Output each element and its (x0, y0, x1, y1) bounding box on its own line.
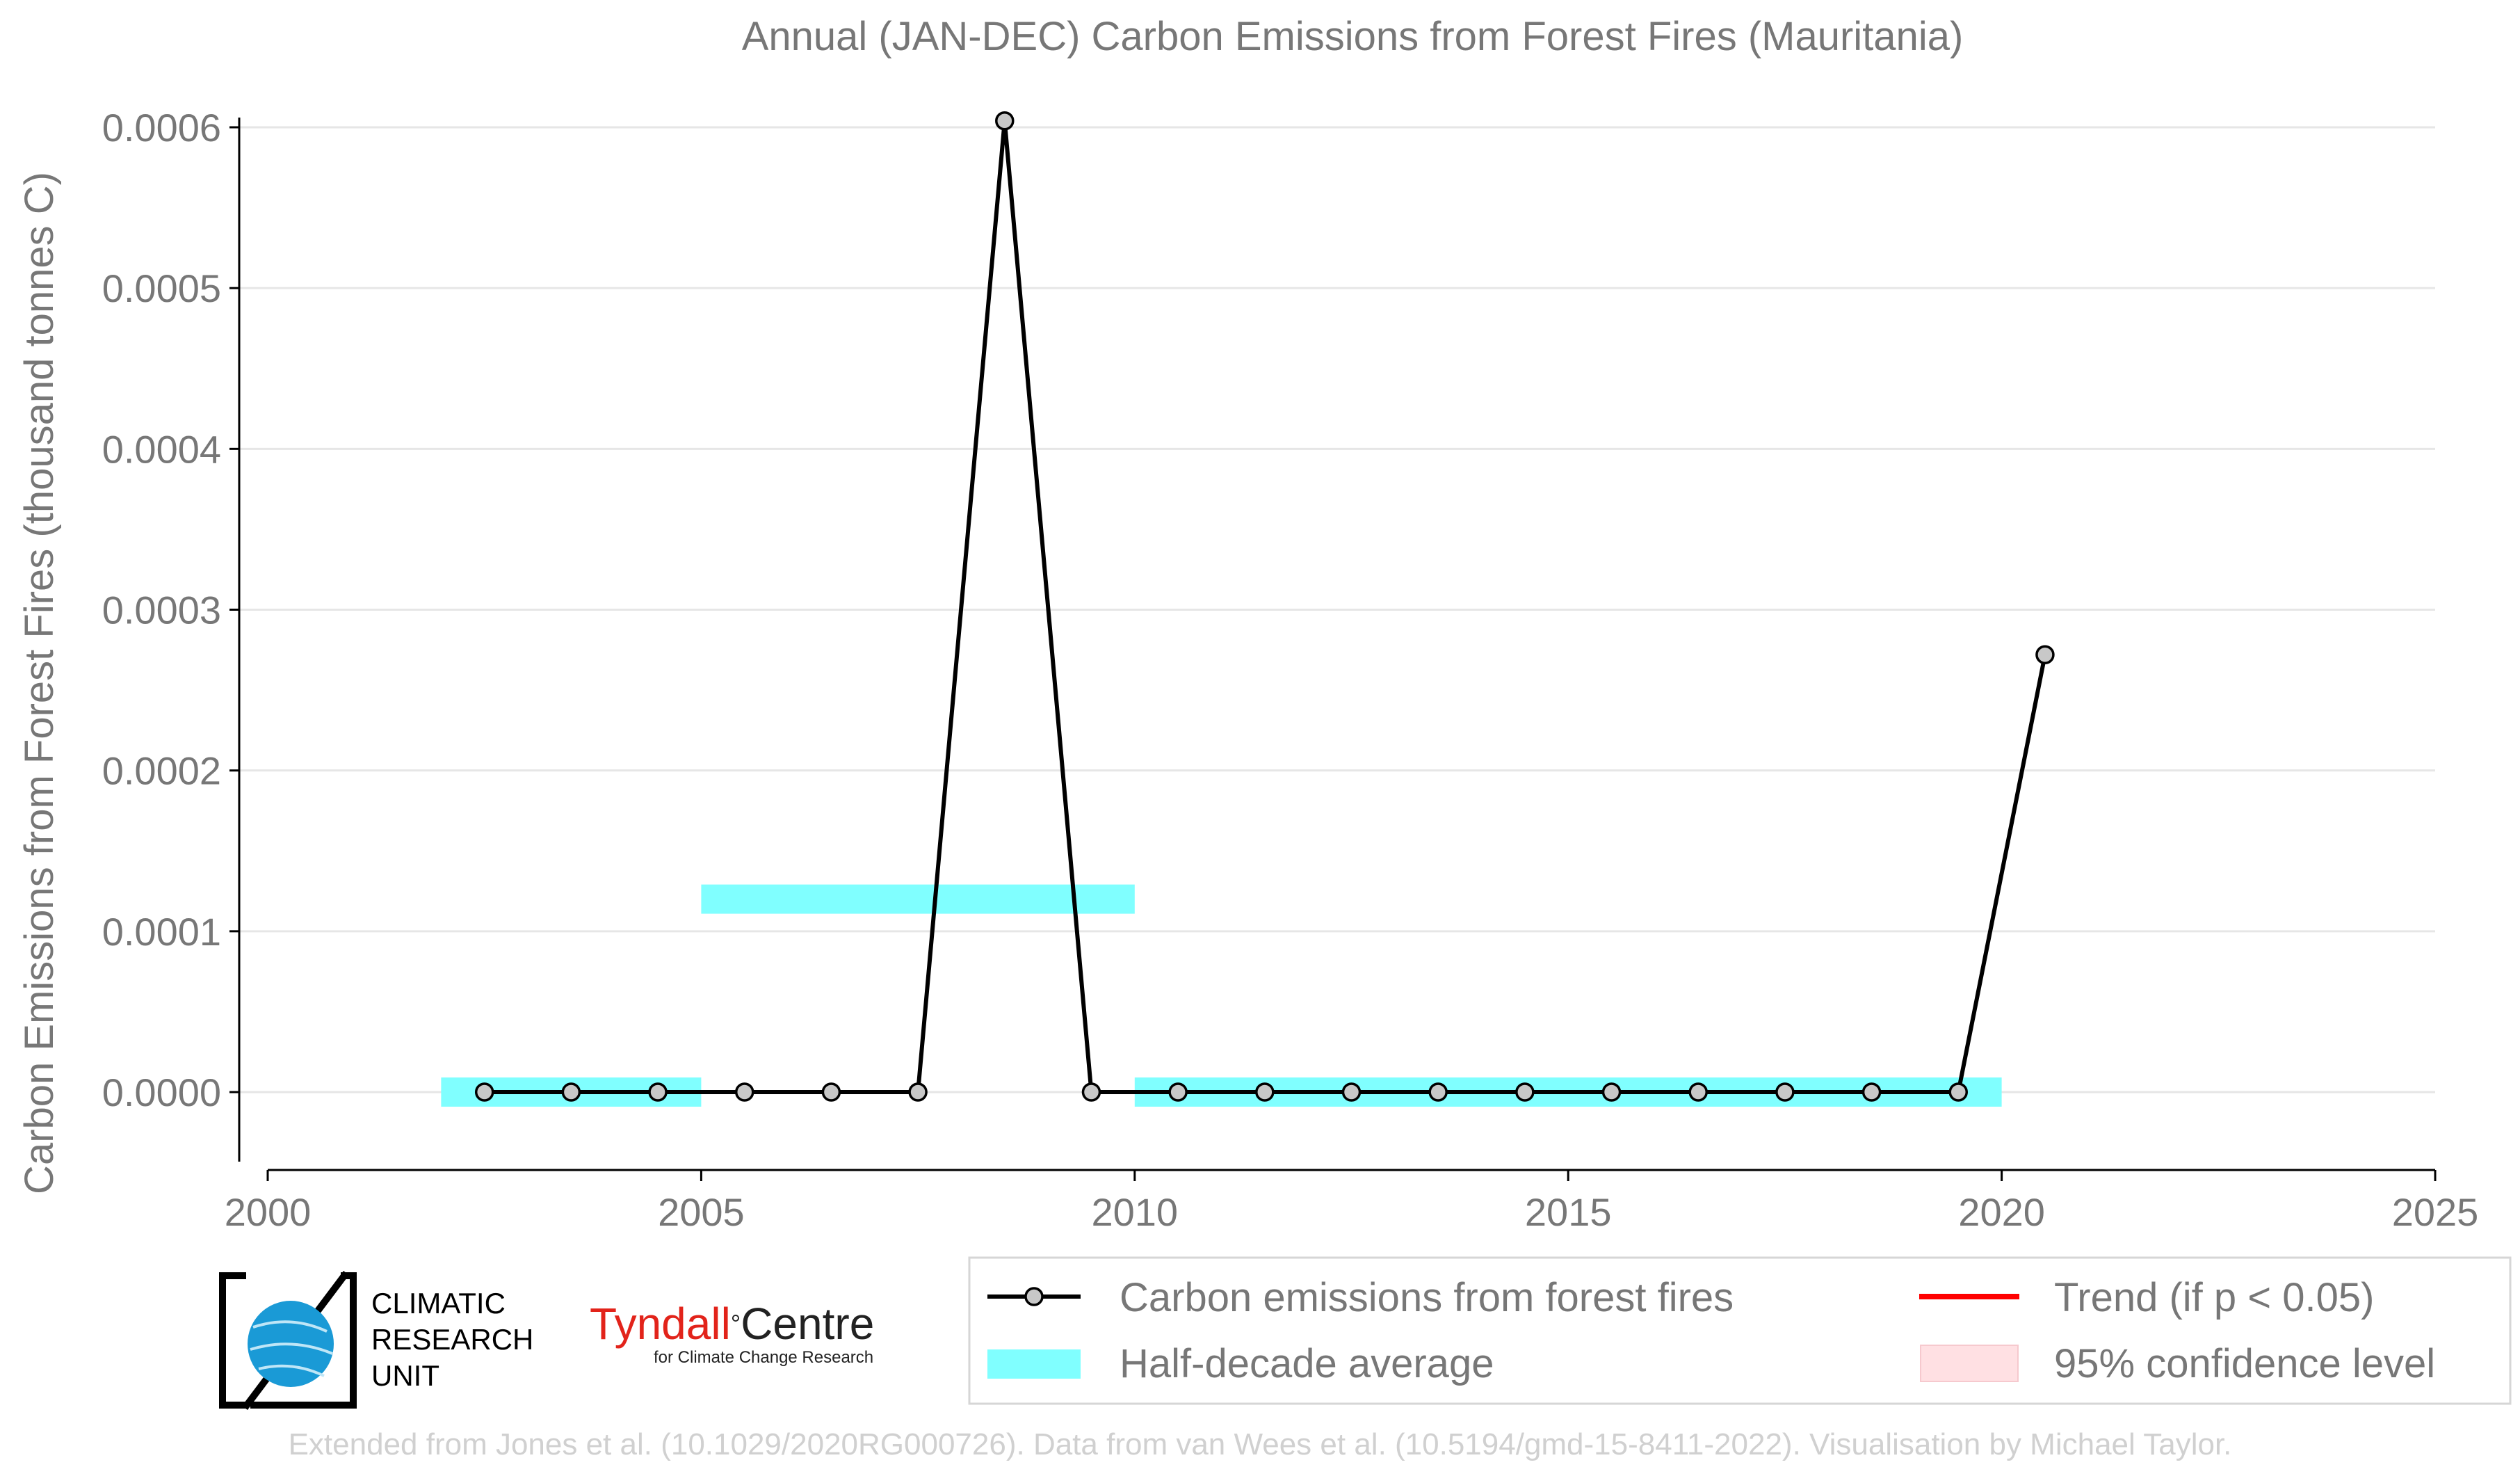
x-tick-label: 2020 (1958, 1190, 2045, 1234)
emissions-data-point (474, 1082, 494, 1102)
emissions-data-point (1948, 1082, 1969, 1102)
emissions-data-point (648, 1082, 668, 1102)
emissions-data-point (1428, 1082, 1448, 1102)
emissions-data-point (561, 1082, 581, 1102)
x-tick-label: 2015 (1525, 1190, 1612, 1234)
footer-credits: Extended from Jones et al. (10.1029/2020… (288, 1427, 2232, 1461)
y-axis-label: Carbon Emissions from Forest Fires (thou… (17, 172, 62, 1194)
emissions-data-point (734, 1082, 754, 1102)
y-tick-label: 0.0005 (102, 266, 221, 310)
tyndall-logo: Tyndall°Centre for Climate Change Resear… (590, 1299, 874, 1368)
y-tick-label: 0.0006 (102, 106, 221, 150)
legend-label-trend: Trend (if p < 0.05) (2054, 1275, 2374, 1320)
emissions-data-point (821, 1082, 841, 1102)
y-tick-label: 0.0000 (102, 1071, 221, 1114)
legend-label-average: Half-decade average (1120, 1341, 1494, 1386)
cru-logo-text: CLIMATIC RESEARCH UNIT (371, 1285, 533, 1394)
tyndall-logo-degree: ° (730, 1309, 741, 1338)
legend-label-emissions: Carbon emissions from forest fires (1120, 1275, 1734, 1320)
cru-logo-frame-left (219, 1272, 246, 1409)
y-tick-label: 0.0002 (102, 749, 221, 793)
grid-lines (239, 126, 2435, 1093)
legend-swatch-average (987, 1349, 1081, 1379)
cru-logo (219, 1270, 357, 1411)
emissions-data-point (1341, 1082, 1362, 1102)
legend-marker-emissions (1024, 1287, 1044, 1306)
tyndall-logo-subtitle: for Climate Change Research (654, 1348, 874, 1367)
legend: Carbon emissions from forest fires Trend … (968, 1256, 2512, 1405)
axes (229, 118, 2437, 1181)
cru-line-3: UNIT (371, 1359, 439, 1392)
x-tick-label: 2000 (225, 1190, 312, 1234)
emissions-data-point (995, 111, 1015, 131)
emissions-data-point (1861, 1082, 1882, 1102)
legend-frame (968, 1256, 2512, 1405)
tyndall-logo-name: Tyndall°Centre (590, 1299, 874, 1348)
half-decade-average-bar (701, 884, 1135, 914)
half-decade-average-bands (441, 884, 2002, 1107)
chart-title: Annual (JAN-DEC) Carbon Emissions from F… (742, 14, 1964, 59)
emissions-data-point (1688, 1082, 1708, 1102)
y-tick-label: 0.0003 (102, 588, 221, 632)
y-tick-label: 0.0001 (102, 910, 221, 954)
x-tick-label: 2005 (658, 1190, 745, 1234)
emissions-data-point (1168, 1082, 1188, 1102)
emissions-data-point (1775, 1082, 1795, 1102)
emissions-data-point (1255, 1082, 1275, 1102)
tyndall-logo-word: Tyndall (590, 1299, 731, 1349)
legend-label-confidence: 95% confidence level (2054, 1341, 2435, 1386)
cru-line-2: RESEARCH (371, 1323, 534, 1356)
legend-swatch-confidence (1920, 1345, 2019, 1382)
cru-line-1: CLIMATIC (371, 1287, 506, 1320)
emissions-data-point (1081, 1082, 1101, 1102)
tick-labels: 0.0000 0.0001 0.0002 0.0003 0.0004 0.0005 0.00… (102, 106, 2479, 1234)
emissions-data-point (1601, 1082, 1622, 1102)
x-tick-label: 2010 (1092, 1190, 1179, 1234)
emissions-line (474, 111, 2055, 1102)
emissions-data-point (1515, 1082, 1535, 1102)
tyndall-logo-centre: Centre (741, 1299, 875, 1349)
emissions-data-point (2035, 645, 2055, 664)
emissions-series-line (484, 120, 2047, 1094)
emissions-data-point (908, 1082, 928, 1102)
y-tick-label: 0.0004 (102, 427, 221, 471)
x-tick-label: 2025 (2392, 1190, 2479, 1234)
cru-globe-swirl (250, 1320, 333, 1377)
